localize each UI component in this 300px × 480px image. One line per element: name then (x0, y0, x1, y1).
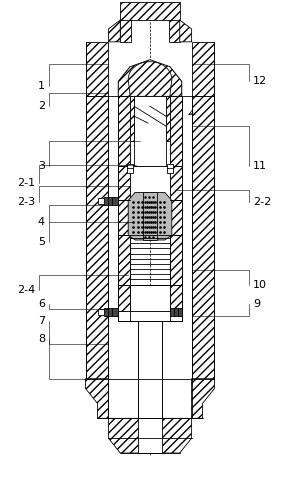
Bar (104, 308, 118, 316)
Polygon shape (170, 166, 182, 200)
Bar (118, 312, 182, 321)
Polygon shape (128, 192, 172, 240)
Polygon shape (108, 419, 192, 453)
Polygon shape (118, 67, 182, 96)
Polygon shape (85, 96, 108, 379)
Text: 5: 5 (38, 237, 45, 247)
Text: 3: 3 (38, 161, 45, 171)
Bar (170, 308, 182, 316)
Text: 1: 1 (38, 82, 45, 91)
Polygon shape (108, 20, 120, 42)
Bar (134, 96, 166, 166)
Polygon shape (85, 42, 108, 96)
Text: 2-3: 2-3 (17, 197, 35, 207)
Text: 6: 6 (38, 300, 45, 310)
Bar (98, 309, 104, 315)
Bar (138, 419, 162, 453)
Text: 9: 9 (253, 300, 260, 310)
Text: 7: 7 (38, 316, 45, 326)
Polygon shape (170, 235, 182, 285)
Polygon shape (170, 96, 182, 321)
Text: 12: 12 (253, 76, 267, 86)
Polygon shape (192, 379, 214, 419)
Bar (127, 164, 133, 173)
Bar (167, 164, 173, 173)
Bar (130, 166, 170, 200)
Polygon shape (118, 60, 182, 96)
Text: 2-2: 2-2 (253, 197, 271, 207)
Text: 4: 4 (38, 217, 45, 227)
Bar (170, 285, 182, 312)
Text: 2-1: 2-1 (17, 178, 35, 188)
Text: 2-4: 2-4 (17, 285, 35, 295)
Bar (138, 319, 162, 419)
Bar (98, 198, 104, 204)
Bar (118, 285, 130, 312)
Bar (130, 96, 170, 166)
Polygon shape (128, 62, 172, 96)
Polygon shape (180, 20, 192, 42)
Bar (130, 285, 170, 312)
Polygon shape (192, 96, 214, 379)
Text: 10: 10 (253, 279, 267, 289)
Text: 8: 8 (38, 334, 45, 344)
Text: 2: 2 (38, 101, 45, 111)
Polygon shape (192, 42, 214, 96)
Polygon shape (118, 235, 130, 285)
Polygon shape (120, 2, 180, 42)
Polygon shape (118, 96, 130, 321)
Bar (104, 197, 118, 205)
Polygon shape (85, 379, 108, 419)
Polygon shape (118, 166, 130, 200)
Text: 11: 11 (253, 161, 267, 171)
Bar (130, 96, 134, 141)
Bar (166, 96, 170, 141)
Bar (143, 192, 157, 240)
